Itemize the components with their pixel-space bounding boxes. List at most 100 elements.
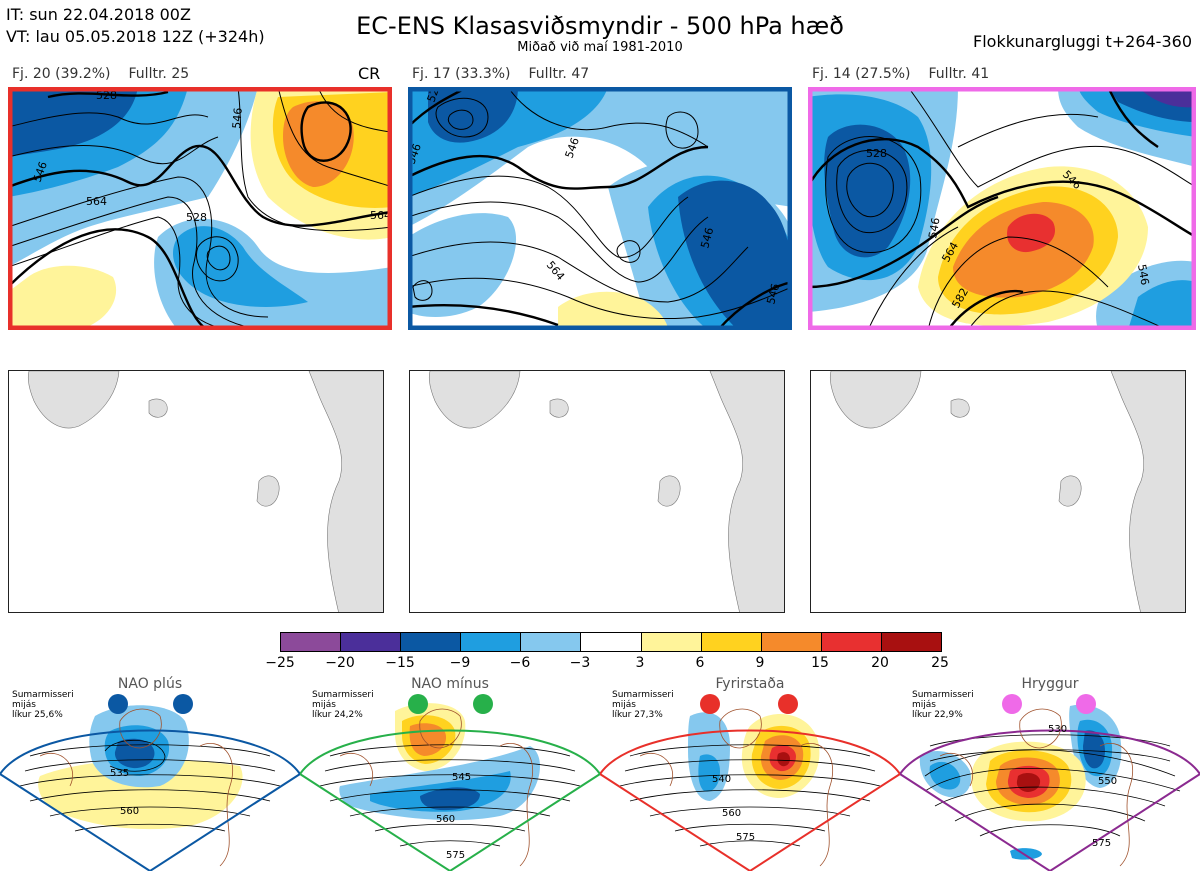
cluster-2-rep: Fulltr. 47 <box>528 66 590 82</box>
colorbar-tick: −25 <box>265 655 295 671</box>
cluster-3-map: 528 546 564 582 546 546 <box>808 87 1196 330</box>
regime-ridge-dot <box>1076 694 1096 714</box>
cluster-1-contour-label: 564 <box>370 209 391 222</box>
regime-ridge-label: 550 <box>1098 776 1117 787</box>
colorbar-tick: 6 <box>695 655 705 671</box>
regime-ridge: 530 550 575 Hryggur Sumarmisseri mijás l… <box>900 676 1200 871</box>
regime-ridge-info: Sumarmisseri mijás líkur 22,9% <box>912 690 974 720</box>
colorbar-swatch <box>701 633 762 651</box>
colorbar-ticks: −25 −20 −15 −9 −6 −3 3 6 9 15 20 25 <box>265 655 954 675</box>
regime-ridge-dot <box>1002 694 1022 714</box>
cluster-2-map: 528 546 564 546 546 546 <box>408 87 792 330</box>
it-line: IT: sun 22.04.2018 00Z <box>6 5 191 24</box>
regime-nao-minus: 545 560 575 NAO mínus Sumarmisseri mijás… <box>300 676 600 871</box>
colorbar-swatch <box>761 633 822 651</box>
regime-nao-minus-label: 545 <box>452 772 471 783</box>
colorbar-tick: 20 <box>871 655 889 671</box>
cluster-3-contour-label: 528 <box>866 147 887 160</box>
vt-line: VT: lau 05.05.2018 12Z (+324h) <box>6 27 265 46</box>
regime-blocking-frame <box>600 729 900 871</box>
cluster-3-frame <box>808 87 1196 330</box>
regime-nao-minus-dot <box>408 694 428 714</box>
colorbar-tick: −6 <box>509 655 531 671</box>
regime-nao-plus-info: Sumarmisseri mijás líkur 25,6% <box>12 690 74 720</box>
regime-blocking-dot <box>700 694 720 714</box>
cluster-3-rep: Fulltr. 41 <box>928 66 990 82</box>
regime-season: Sumarmisseri <box>912 690 974 700</box>
cluster-3-count: Fj. 14 (27.5%) <box>812 66 911 82</box>
regime-period: mijás <box>912 700 936 710</box>
regime-likelihood: líkur 24,2% <box>312 710 363 720</box>
colorbar-tick: −3 <box>569 655 591 671</box>
regime-likelihood: líkur 25,6% <box>12 710 63 720</box>
cluster-3-contour-label: 546 <box>1135 263 1151 286</box>
regime-nao-minus-label: 560 <box>436 814 455 825</box>
page-subtitle: Miðað við maí 1981-2010 <box>517 40 683 55</box>
colorbar-swatch <box>641 633 702 651</box>
regime-likelihood: líkur 27,3% <box>612 710 663 720</box>
cluster-1-frame <box>8 87 392 330</box>
regime-likelihood: líkur 22,9% <box>912 710 963 720</box>
colorbar-swatch <box>341 633 402 651</box>
regime-nao-plus-frame <box>0 729 300 871</box>
regime-period: mijás <box>312 700 336 710</box>
regime-nao-minus-title: NAO mínus <box>411 676 489 692</box>
regime-ridge-label: 575 <box>1092 838 1111 849</box>
colorbar-swatch <box>821 633 882 651</box>
regime-blocking-label: 560 <box>722 808 741 819</box>
regime-period: mijás <box>612 700 636 710</box>
cluster-2-label: Fj. 17 (33.3%) Fulltr. 47 <box>412 66 607 82</box>
colorbar-swatch <box>461 633 522 651</box>
cluster-2-frame <box>408 87 792 330</box>
regime-blocking-label: 575 <box>736 832 755 843</box>
regime-nao-plus-dot <box>173 694 193 714</box>
colorbar-tick: −15 <box>385 655 415 671</box>
cluster-2-contour-label: 546 <box>698 226 716 250</box>
regime-nao-minus-label: 575 <box>446 850 465 861</box>
colorbar-tick: 9 <box>755 655 765 671</box>
regime-nao-plus-dot <box>108 694 128 714</box>
cluster-1-label: Fj. 20 (39.2%) Fulltr. 25 <box>12 66 207 82</box>
regime-nao-minus-info: Sumarmisseri mijás líkur 24,2% <box>312 690 374 720</box>
regime-nao-plus: 535 560 NAO plús Sumarmisseri mijás líku… <box>0 676 300 871</box>
regime-blocking-dot <box>778 694 798 714</box>
cluster-1-map: 528 546 564 546 564 528 <box>8 87 392 330</box>
regime-blocking-label: 540 <box>712 774 731 785</box>
regime-ridge-label: 530 <box>1048 724 1067 735</box>
base-map-1 <box>8 370 384 613</box>
base-map-3 <box>810 370 1186 613</box>
base-map-2 <box>409 370 785 613</box>
colorbar-tick: −9 <box>449 655 471 671</box>
colorbar-tick: 15 <box>811 655 829 671</box>
regime-blocking-title: Fyrirstaða <box>715 676 785 692</box>
regime-nao-minus-dot <box>473 694 493 714</box>
colorbar-swatch <box>581 633 642 651</box>
regime-blocking: 540 560 575 Fyrirstaða Sumarmisseri mijá… <box>600 676 900 871</box>
cluster-1-count: Fj. 20 (39.2%) <box>12 66 111 82</box>
cluster-2-contour-label: 546 <box>764 282 782 306</box>
cluster-1-contour-label: 528 <box>96 89 117 102</box>
colorbar-swatch <box>401 633 462 651</box>
regime-ridge-frame <box>900 729 1200 871</box>
colorbar-tick: 25 <box>931 655 949 671</box>
cluster-2-count: Fj. 17 (33.3%) <box>412 66 511 82</box>
colorbar-swatch <box>521 633 582 651</box>
colorbar-tick: −20 <box>325 655 355 671</box>
regime-season: Sumarmisseri <box>612 690 674 700</box>
cluster-1-rep: Fulltr. 25 <box>128 66 190 82</box>
cluster-3-contour-label: 546 <box>926 217 942 240</box>
regime-period: mijás <box>12 700 36 710</box>
regime-nao-plus-label: 560 <box>120 806 139 817</box>
regime-ridge-title: Hryggur <box>1021 676 1079 692</box>
cluster-1-tag: CR <box>358 64 381 83</box>
regime-season: Sumarmisseri <box>12 690 74 700</box>
cluster-1-contour-label: 564 <box>86 195 107 208</box>
colorbar <box>280 632 942 652</box>
colorbar-swatch <box>281 633 342 651</box>
cluster-3-label: Fj. 14 (27.5%) Fulltr. 41 <box>812 66 1007 82</box>
header-info: IT: sun 22.04.2018 00Z VT: lau 05.05.201… <box>6 4 265 48</box>
cluster-1-contour-label: 546 <box>230 107 245 129</box>
page-title: EC-ENS Klasasviðsmyndir - 500 hPa hæð <box>356 12 844 40</box>
regime-nao-minus-frame <box>300 729 600 871</box>
colorbar-tick: 3 <box>635 655 645 671</box>
